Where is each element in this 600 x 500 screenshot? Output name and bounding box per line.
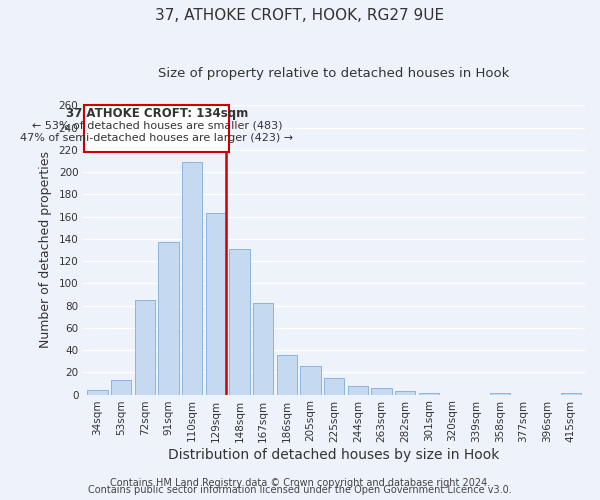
Text: ← 53% of detached houses are smaller (483): ← 53% of detached houses are smaller (48… xyxy=(32,120,282,130)
Text: Contains HM Land Registry data © Crown copyright and database right 2024.: Contains HM Land Registry data © Crown c… xyxy=(110,478,490,488)
Text: Contains public sector information licensed under the Open Government Licence v3: Contains public sector information licen… xyxy=(88,485,512,495)
Bar xyxy=(301,366,320,394)
X-axis label: Distribution of detached houses by size in Hook: Distribution of detached houses by size … xyxy=(169,448,500,462)
Bar xyxy=(111,380,131,394)
Bar xyxy=(253,304,273,394)
Bar xyxy=(206,213,226,394)
Text: 37, ATHOKE CROFT, HOOK, RG27 9UE: 37, ATHOKE CROFT, HOOK, RG27 9UE xyxy=(155,8,445,22)
FancyBboxPatch shape xyxy=(85,106,229,152)
Bar xyxy=(277,354,297,395)
Text: 37 ATHOKE CROFT: 134sqm: 37 ATHOKE CROFT: 134sqm xyxy=(66,106,248,120)
Bar xyxy=(158,242,179,394)
Bar xyxy=(371,388,392,394)
Bar xyxy=(135,300,155,394)
Bar xyxy=(324,378,344,394)
Title: Size of property relative to detached houses in Hook: Size of property relative to detached ho… xyxy=(158,68,510,80)
Bar xyxy=(395,391,415,394)
Bar xyxy=(229,249,250,394)
Text: 47% of semi-detached houses are larger (423) →: 47% of semi-detached houses are larger (… xyxy=(20,132,293,142)
Bar xyxy=(348,386,368,394)
Bar xyxy=(182,162,202,394)
Bar xyxy=(88,390,107,394)
Y-axis label: Number of detached properties: Number of detached properties xyxy=(39,152,52,348)
